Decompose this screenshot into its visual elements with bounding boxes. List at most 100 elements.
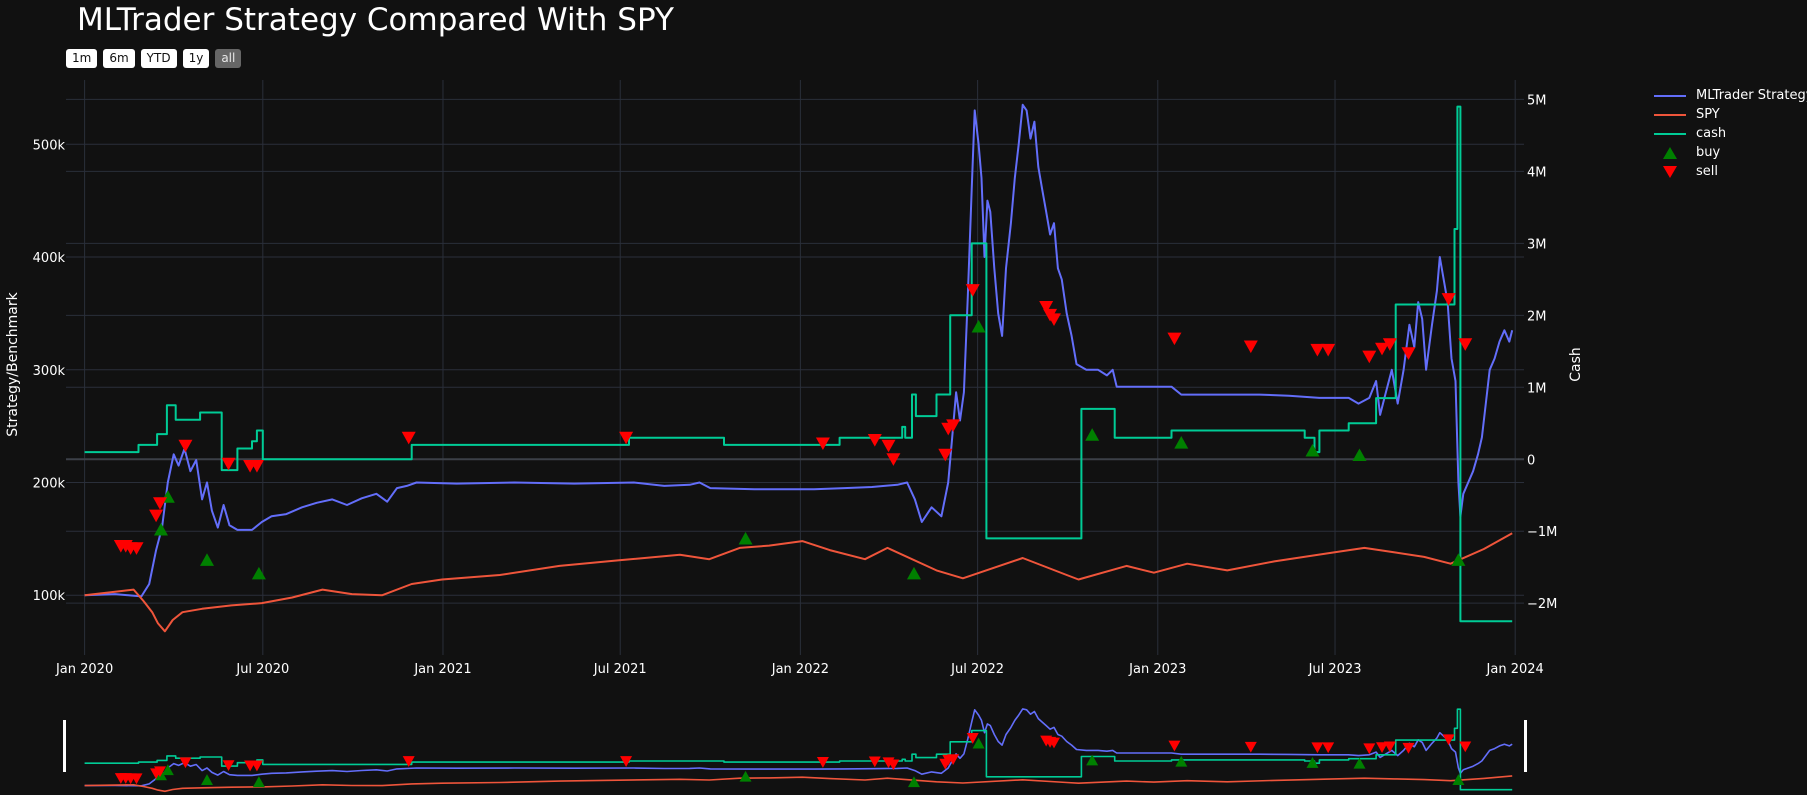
- series-line-mltrader-strategy: [84, 708, 1513, 787]
- sell-marker: [867, 434, 882, 447]
- y2-tick-label: 2M: [1527, 309, 1547, 324]
- sell-marker: [1459, 741, 1472, 753]
- y-tick-label: 400k: [33, 251, 66, 266]
- legend-item-buy[interactable]: buy: [1652, 143, 1807, 162]
- sell-marker: [1167, 332, 1182, 346]
- y-tick-label: 200k: [33, 477, 66, 492]
- buy-marker: [1352, 448, 1367, 462]
- y2-tick-label: 4M: [1527, 165, 1547, 180]
- sell-marker: [1375, 342, 1390, 356]
- range-button-all[interactable]: all: [215, 49, 242, 68]
- y2-tick-label: 3M: [1527, 237, 1547, 252]
- series-line-cash: [84, 105, 1513, 623]
- legend-label: MLTrader Strategy: [1696, 88, 1807, 103]
- sell-marker: [1321, 343, 1336, 357]
- legend-item-cash[interactable]: cash: [1652, 124, 1807, 143]
- sell-marker: [1458, 338, 1473, 351]
- sell-marker: [1402, 742, 1415, 754]
- buy-marker: [738, 531, 753, 545]
- sell-marker: [1362, 350, 1377, 364]
- buy-marker: [161, 764, 174, 776]
- y2-tick-label: 5M: [1527, 93, 1547, 108]
- sell-marker: [881, 439, 896, 453]
- range-button-1m[interactable]: 1m: [66, 49, 98, 68]
- y-tick-label: 300k: [33, 364, 66, 379]
- sell-marker: [966, 733, 979, 744]
- legend-swatch-spy: [1654, 113, 1686, 116]
- x-tick-label: Jan 2023: [1128, 662, 1186, 677]
- sell-marker: [1441, 293, 1456, 306]
- sell-marker: [815, 437, 830, 451]
- x-tick-label: Jan 2021: [413, 662, 471, 677]
- buy-marker: [972, 737, 985, 749]
- x-tick-label: Jan 2020: [55, 662, 113, 677]
- series-line-spy: [84, 532, 1513, 633]
- y2-axis-label: Cash: [1568, 347, 1584, 382]
- series-line-mltrader-strategy: [84, 103, 1514, 598]
- y2-tick-label: −1M: [1527, 525, 1557, 540]
- legend-swatch-cash: [1654, 132, 1686, 135]
- sell-marker: [221, 457, 236, 471]
- sell-marker: [1168, 740, 1181, 752]
- buy-marker: [739, 770, 752, 782]
- range-slider[interactable]: [63, 708, 1527, 793]
- buy-marker: [1451, 553, 1466, 566]
- buy-marker: [252, 776, 265, 788]
- y2-tick-label: 0: [1527, 453, 1535, 468]
- range-button-6m[interactable]: 6m: [103, 49, 135, 68]
- range-selector: 1m 6m YTD 1y all: [66, 49, 242, 68]
- buy-marker: [1306, 757, 1319, 768]
- sell-marker: [1401, 347, 1416, 360]
- sell-marker: [250, 760, 263, 772]
- sell-marker: [1322, 742, 1335, 754]
- buy-marker: [153, 522, 168, 536]
- series-line-spy: [84, 775, 1513, 793]
- legend-label: cash: [1696, 126, 1727, 141]
- buy-marker: [201, 774, 214, 785]
- legend-item-spy[interactable]: SPY: [1652, 105, 1807, 124]
- sell-marker: [1244, 741, 1257, 753]
- buy-marker: [1085, 428, 1100, 441]
- x-tick-label: Jul 2023: [1308, 662, 1362, 677]
- sell-marker: [249, 459, 264, 473]
- range-slider-right-handle[interactable]: [1524, 720, 1527, 772]
- grid: [66, 80, 1524, 655]
- buy-marker: [1175, 755, 1188, 767]
- legend: MLTrader Strategy SPY cash buy sell: [1652, 86, 1807, 181]
- sell-marker: [620, 756, 633, 767]
- buy-marker: [1174, 436, 1189, 449]
- sell-marker: [619, 431, 634, 445]
- legend-label: buy: [1696, 145, 1721, 160]
- sell-marker: [947, 754, 960, 765]
- buy-marker: [1086, 754, 1099, 766]
- chart-title: MLTrader Strategy Compared With SPY: [77, 2, 674, 38]
- sell-marker: [886, 453, 901, 466]
- legend-swatch-sell: [1663, 165, 1677, 178]
- buy-marker: [1305, 443, 1320, 457]
- sell-marker: [868, 756, 881, 768]
- y2-tick-label: −2M: [1527, 597, 1557, 612]
- x-tick-label: Jul 2021: [593, 662, 647, 677]
- range-slider-left-handle[interactable]: [63, 720, 66, 772]
- sell-marker: [816, 757, 829, 768]
- range-button-ytd[interactable]: YTD: [140, 49, 177, 68]
- x-tick-label: Jul 2020: [235, 662, 289, 677]
- buy-marker: [907, 776, 920, 788]
- sell-marker: [946, 419, 961, 432]
- legend-swatch-mltrader-strategy: [1654, 94, 1686, 97]
- sell-marker: [130, 773, 143, 785]
- sell-marker: [965, 284, 980, 297]
- sell-marker: [154, 766, 167, 778]
- sell-marker: [1243, 340, 1258, 354]
- x-tick-label: Jan 2024: [1486, 662, 1544, 677]
- sell-marker: [402, 756, 415, 767]
- sell-marker: [938, 448, 953, 462]
- y-tick-label: 100k: [33, 589, 66, 604]
- legend-item-sell[interactable]: sell: [1652, 162, 1807, 181]
- x-tick-label: Jan 2022: [771, 662, 829, 677]
- legend-item-mltrader-strategy[interactable]: MLTrader Strategy: [1652, 86, 1807, 105]
- range-button-1y[interactable]: 1y: [182, 49, 210, 68]
- sell-marker: [153, 497, 168, 510]
- axes: Jan 2020 Jul 2020 Jan 2021 Jul 2021 Jan 2022…: [5, 93, 1584, 677]
